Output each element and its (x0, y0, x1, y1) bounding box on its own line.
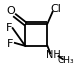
Text: F: F (6, 23, 12, 33)
Text: F: F (7, 39, 14, 49)
Text: NH: NH (46, 50, 61, 61)
Text: O: O (6, 6, 15, 16)
Text: Cl: Cl (51, 4, 62, 14)
Text: CH₃: CH₃ (58, 56, 74, 65)
